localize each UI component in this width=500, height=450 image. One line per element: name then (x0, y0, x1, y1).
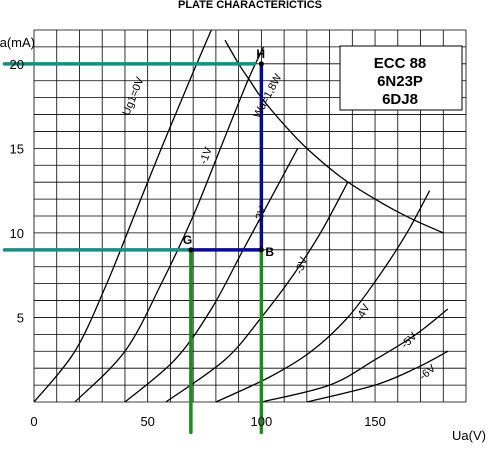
curve-label-1: -1V (198, 145, 215, 166)
point-labels: H G B (183, 47, 274, 259)
x-tick-label: 0 (30, 414, 37, 429)
chart-title: PLATE CHARACTERICTICS (178, 0, 322, 11)
series-line-2 (124, 148, 299, 403)
point-marker-H (258, 61, 264, 67)
y-tick-label: 10 (10, 226, 24, 241)
point-label-H: H (256, 47, 265, 61)
curve-label-7: Wa=1,8W (251, 72, 285, 121)
point-label-B: B (265, 245, 274, 259)
y-tick-label: 15 (10, 141, 24, 156)
series-line-6 (306, 350, 449, 403)
series-line-4 (215, 190, 431, 403)
tube-legend-box (339, 45, 463, 111)
tube-type-1: ECC 88 (374, 55, 427, 72)
series-line-3 (165, 181, 349, 403)
series-line-5 (261, 308, 449, 403)
series-line-7 (224, 39, 444, 234)
curves (33, 29, 449, 403)
curve-label-4: -4V (354, 302, 373, 323)
x-axis-label: Ua(V) (452, 428, 486, 443)
series-line-0 (33, 29, 212, 403)
y-tick-label: 20 (10, 57, 24, 72)
series-line-1 (74, 46, 265, 403)
tube-legend: ECC 88 6N23P 6DJ8 (339, 45, 463, 111)
point-label-G: G (183, 233, 192, 247)
reference-lines (2, 62, 264, 435)
x-tick-label: 150 (364, 414, 386, 429)
x-tick-label: 100 (251, 414, 273, 429)
tube-type-2: 6N23P (377, 73, 423, 90)
x-tick-label: 50 (140, 414, 154, 429)
y-axis-label: Ia(mA) (0, 35, 35, 50)
curve-label-3: -3V (293, 255, 310, 276)
curve-label-2: -2V (252, 204, 269, 225)
tick-labels: 0 50 100 150 5 10 15 20 (10, 57, 386, 429)
tube-type-3: 6DJ8 (382, 91, 418, 108)
curve-label-0: Ug1=0V (120, 75, 146, 117)
point-marker-G (188, 247, 194, 253)
y-tick-label: 5 (17, 310, 24, 325)
point-marker-B (258, 247, 264, 253)
